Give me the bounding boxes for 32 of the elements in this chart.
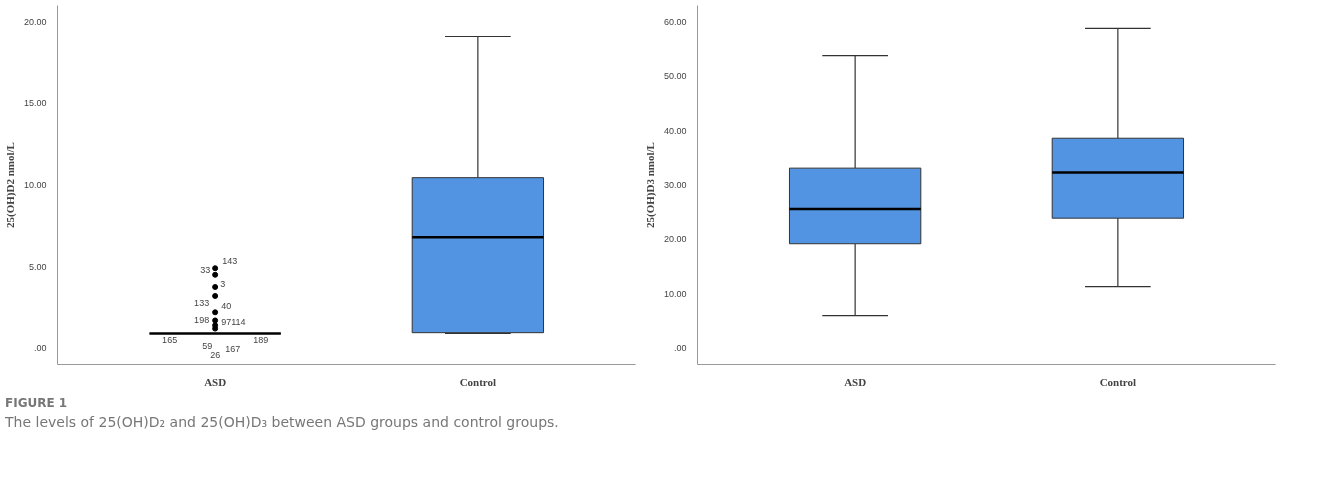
annotation: 26: [210, 350, 221, 361]
annotation: 133: [194, 298, 210, 309]
annotation: 33: [200, 265, 211, 276]
y-tick-label: 20.00: [663, 234, 687, 245]
annotation: 198: [194, 315, 210, 326]
y-tick-label: 50.00: [663, 71, 687, 82]
y-axis-title: 25(OH)D3 nmol/L: [643, 142, 657, 228]
y-tick-label: .00: [33, 343, 47, 354]
x-tick-label: Control: [459, 375, 497, 388]
annotation: 167: [225, 344, 241, 355]
annotation: 3: [220, 279, 226, 290]
annotation: 143: [222, 256, 238, 267]
y-tick-label: 15.00: [23, 98, 47, 109]
annotation: 59: [202, 341, 213, 352]
y-tick-label: 30.00: [663, 180, 687, 190]
y-tick-label: 60.00: [663, 16, 687, 27]
y-tick-label: 20.00: [23, 16, 47, 27]
y-tick-label: 10.00: [23, 180, 47, 190]
y-axis-title: 25(OH)D2 nmol/L: [3, 142, 17, 228]
y-tick-label: 10.00: [663, 288, 687, 299]
annotation: 189: [253, 335, 269, 346]
annotation: 97114: [221, 317, 246, 328]
annotation: 165: [162, 335, 178, 346]
text: The levels of 25(OH)D₂ and 25(OH)D₃ between ASD groups and control groups.: [5, 413, 559, 433]
annotation: 40: [221, 301, 232, 312]
x-tick-label: Control: [1099, 375, 1137, 388]
caption: FIGURE 1: [5, 395, 69, 412]
y-tick-label: 40.00: [663, 125, 687, 136]
y-tick-label: .00: [673, 343, 687, 354]
x-tick-label: ASD: [204, 375, 227, 388]
x-tick-label: ASD: [844, 375, 867, 388]
y-tick-label: 5.00: [28, 261, 47, 272]
